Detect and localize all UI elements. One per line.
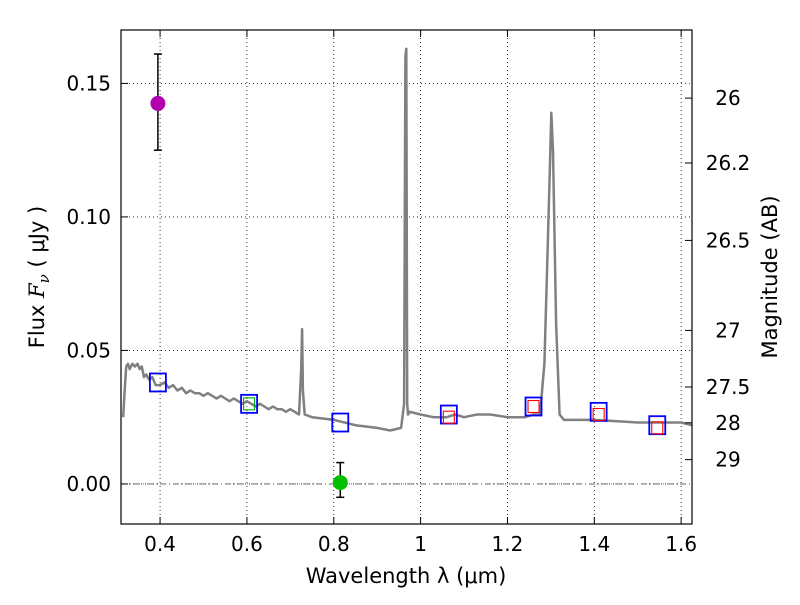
measurement-point [332,475,348,491]
measurement-point [150,95,166,111]
photometry-square-marker [240,393,258,414]
plot-area [121,47,692,499]
sed-model-line [121,47,692,432]
photometry-square-marker [331,412,350,433]
x-tick-label: 1.6 [665,532,697,556]
photometry-inner-marker [651,421,664,435]
mag-tick-label: 29 [715,448,740,472]
y-axis: 0.00 0.05 0.10 0.15 [66,71,128,496]
magnitude-axis: 26 26.2 26.5 27 27.5 28 29 [685,86,750,472]
photometry-square-marker [149,372,167,393]
y-tick-label: 0.00 [66,472,111,496]
y2-axis-label: Magnitude (AB) [758,195,782,358]
photometry-inner-marker [527,399,540,414]
x-tick-label: 1.4 [578,532,610,556]
y-tick-label: 0.10 [66,205,111,229]
x-axis: 0.4 0.6 0.8 1 1.2 1.4 1.6 [144,30,697,556]
grid [121,30,692,524]
mag-tick-label: 28 [715,411,740,435]
mag-tick-label: 26.2 [706,151,751,175]
x-tick-label: 1.2 [492,532,524,556]
y-axis-label-unit: ( μJy ) [25,206,49,274]
x-tick-label: 0.6 [231,532,263,556]
mag-tick-label: 27 [715,318,740,342]
y-axis-label-symbol: F [25,282,49,299]
photometry-inner-marker [442,410,455,424]
y-axis-label-subscript: ν [35,274,53,283]
plot-frame [120,29,693,525]
mag-tick-label: 26 [715,86,740,110]
photometry-square-marker [524,396,543,417]
x-tick-label: 0.4 [144,532,176,556]
mag-tick-label: 26.5 [706,228,751,252]
x-tick-label: 1 [414,532,427,556]
photometry-inner-marker [243,397,256,411]
y-axis-label: Flux Fν ( μJy ) [25,206,53,348]
photometry-inner-marker [592,407,605,422]
x-axis-label: Wavelength λ (μm) [306,564,507,588]
mag-tick-label: 27.5 [706,375,751,399]
x-tick-label: 0.8 [318,532,350,556]
y-axis-label-prefix: Flux [25,298,49,348]
y-tick-label: 0.15 [66,71,111,95]
y-tick-label: 0.05 [66,338,111,362]
